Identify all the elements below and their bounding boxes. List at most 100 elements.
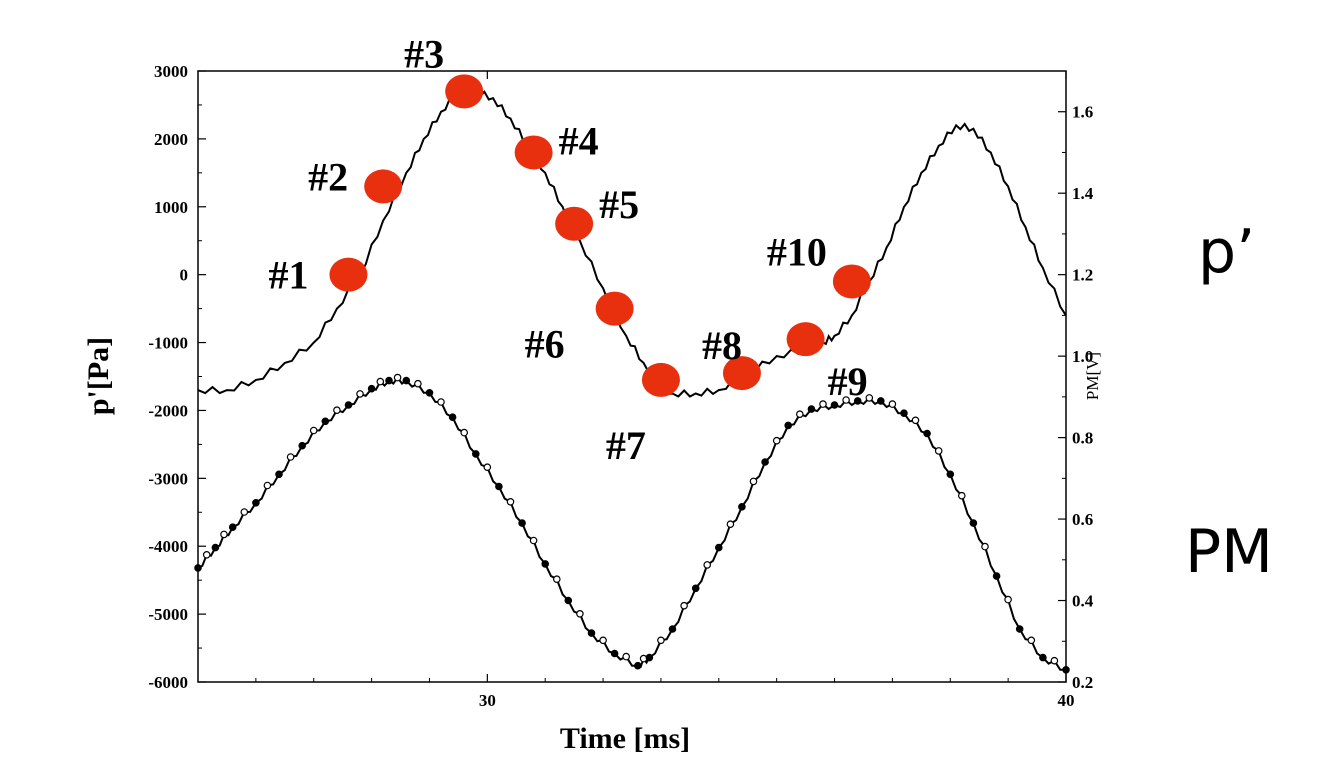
series-marker [657, 636, 665, 645]
left-tick-label: -6000 [148, 673, 188, 692]
right-axis-ticks: 1.6 1.4 1.2 1.0 0.8 0.6 0.4 0.2 [1058, 70, 1094, 692]
left-tick-label: 2000 [154, 130, 188, 149]
series-marker [194, 564, 202, 572]
series-marker [576, 609, 584, 618]
point-marker [514, 135, 553, 170]
series-marker [911, 416, 920, 425]
series-marker [853, 397, 862, 405]
left-axis-ticks: 3000 2000 1000 0 -1000 -2000 -3000 -4000 -5000 -6… [148, 62, 206, 692]
series-marker [1027, 636, 1036, 645]
series-marker [599, 636, 607, 645]
point-label: #7 [606, 423, 646, 468]
left-tick-label: -4000 [148, 537, 188, 556]
point-marker [832, 264, 871, 299]
series-marker [1062, 665, 1070, 674]
series-marker [876, 397, 885, 405]
series-marker [483, 463, 492, 472]
series-marker [1015, 625, 1024, 633]
series-marker [633, 661, 642, 670]
series-marker [541, 560, 550, 568]
series-marker [784, 421, 793, 430]
series-marker [1004, 595, 1012, 604]
series-marker [344, 401, 353, 409]
series-marker [356, 390, 364, 398]
point-marker [722, 356, 761, 391]
series-marker [703, 561, 712, 569]
side-label-pm: PM [1185, 517, 1273, 587]
point-label: #2 [308, 154, 348, 199]
series-marker [946, 470, 955, 479]
side-label-p-prime: p’ [1198, 217, 1255, 287]
series-marker [680, 601, 688, 610]
series-marker [552, 575, 561, 584]
series-marker [275, 470, 283, 479]
series-marker [211, 543, 220, 552]
series-marker [795, 410, 804, 419]
right-tick-label: 0.2 [1072, 673, 1093, 692]
point-marker [445, 74, 484, 109]
left-tick-label: 1000 [154, 198, 188, 217]
point-label: #10 [767, 229, 827, 274]
series-marker [900, 409, 908, 418]
bottom-tick-label: 40 [1058, 691, 1075, 710]
series-marker [738, 502, 746, 511]
right-tick-label: 0.6 [1072, 510, 1093, 529]
point-marker [555, 206, 594, 241]
series-marker [367, 384, 376, 393]
series-marker [934, 447, 943, 455]
series-marker [714, 543, 723, 552]
series-marker [518, 519, 526, 527]
point-marker [786, 322, 825, 357]
series-marker [309, 426, 318, 435]
bottom-tick-label: 30 [479, 691, 496, 710]
series-marker [992, 572, 1001, 580]
series-marker [298, 441, 307, 450]
series-marker [460, 428, 469, 437]
series-marker [437, 398, 445, 406]
right-tick-label: 0.8 [1072, 429, 1093, 448]
point-label: #5 [599, 182, 639, 227]
series-marker [393, 373, 402, 382]
left-tick-label: -3000 [148, 469, 188, 488]
series-marker [772, 436, 781, 445]
series-marker [448, 413, 457, 422]
series-marker [819, 400, 827, 408]
series-line [197, 86, 1067, 398]
series-marker [981, 542, 989, 551]
point-label: #1 [268, 253, 308, 298]
left-tick-label: -2000 [148, 401, 188, 420]
right-tick-label: 1.0 [1072, 347, 1093, 366]
series-marker [425, 388, 434, 397]
series-marker [969, 519, 978, 527]
right-tick-label: 1.4 [1072, 184, 1094, 203]
series-marker [402, 376, 411, 385]
series-layer [194, 86, 1070, 674]
series-marker [668, 625, 677, 633]
series-marker [888, 400, 897, 408]
left-tick-label: -5000 [148, 605, 188, 624]
series-marker [749, 477, 758, 486]
series-marker [471, 450, 480, 458]
series-marker [1039, 653, 1047, 662]
series-marker [564, 596, 573, 605]
series-marker [726, 520, 735, 529]
bottom-axis-ticks: 30 40 [255, 71, 1075, 710]
series-marker [202, 550, 211, 559]
point-label: #6 [525, 322, 565, 367]
series-marker [263, 481, 272, 490]
left-tick-label: 3000 [154, 62, 188, 81]
series-marker [622, 652, 631, 661]
series-marker [761, 458, 769, 466]
series-marker [286, 453, 295, 461]
series-marker [957, 491, 966, 500]
series-marker [333, 406, 341, 415]
point-marker [641, 362, 680, 397]
point-label: #3 [404, 31, 444, 76]
series-marker [830, 401, 839, 409]
right-tick-label: 1.2 [1072, 266, 1093, 285]
series-marker [645, 653, 654, 662]
point-marker [364, 169, 403, 204]
left-tick-label: -1000 [148, 334, 188, 353]
point-marker [329, 257, 368, 292]
